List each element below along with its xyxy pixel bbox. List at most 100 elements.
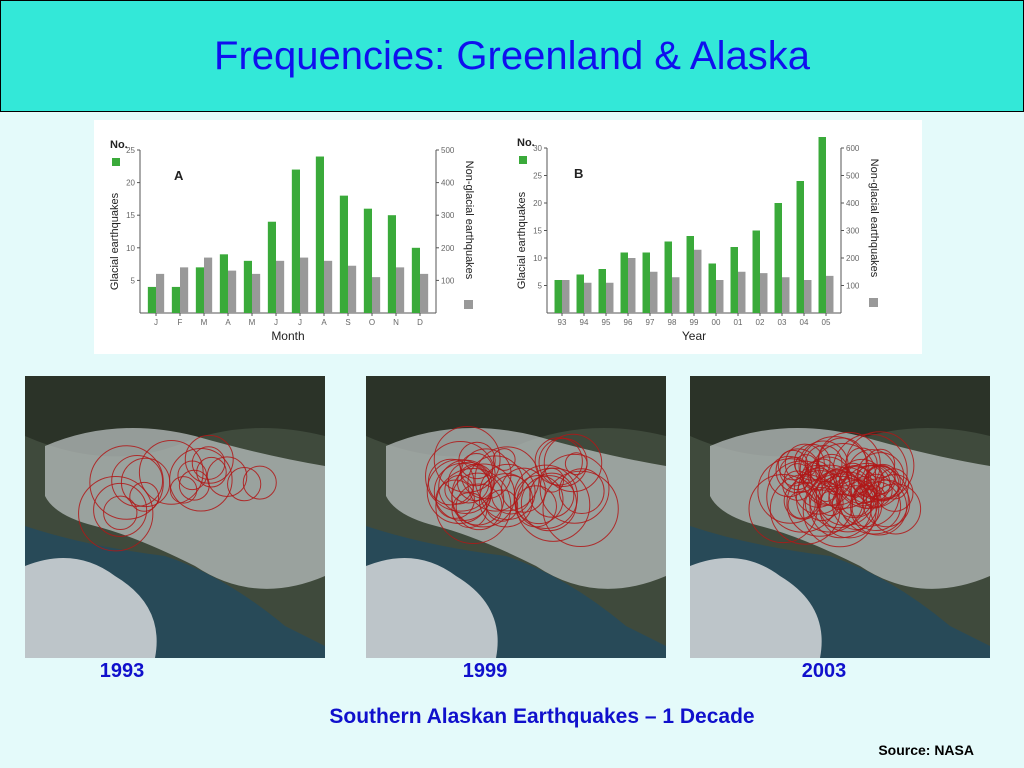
epicenter-circle bbox=[426, 459, 492, 524]
left-axis-title: Glacial earthquakes bbox=[516, 191, 528, 289]
epicenter-circle bbox=[111, 455, 164, 507]
x-tick-label: J bbox=[274, 318, 278, 327]
epicenter-circle bbox=[196, 456, 227, 488]
epicenter-circle bbox=[558, 468, 605, 515]
glacial-bar bbox=[774, 203, 782, 313]
right-tick-label: 500 bbox=[441, 146, 455, 155]
non-glacial-bar bbox=[300, 257, 309, 313]
epicenter-circle bbox=[543, 433, 603, 493]
epicenter-circle bbox=[538, 437, 588, 487]
epicenter-circle bbox=[817, 431, 881, 496]
x-tick-label: J bbox=[154, 318, 158, 327]
epicenter-circle bbox=[865, 464, 896, 495]
x-tick-label: S bbox=[345, 318, 350, 327]
epicenter-circle bbox=[797, 467, 839, 508]
non-glacial-legend-swatch bbox=[464, 300, 473, 309]
map-cloud bbox=[366, 558, 498, 658]
epicenter-circle bbox=[815, 466, 876, 526]
epicenter-circle bbox=[485, 489, 519, 522]
map-2003 bbox=[690, 376, 990, 658]
non-glacial-bar bbox=[156, 273, 165, 313]
glacial-bar bbox=[243, 260, 252, 313]
epicenter-circle bbox=[863, 463, 901, 501]
map-image-1999 bbox=[366, 376, 666, 658]
non-glacial-bar bbox=[804, 280, 812, 313]
epicenter-circle bbox=[242, 465, 277, 500]
epicenter-circle bbox=[839, 458, 885, 505]
glacial-bar bbox=[387, 215, 396, 313]
right-tick-label: 100 bbox=[846, 282, 860, 291]
epicenter-circle bbox=[838, 464, 909, 535]
non-glacial-bar bbox=[396, 267, 405, 313]
glacial-bar bbox=[291, 169, 300, 313]
epicenter-circle bbox=[828, 466, 881, 519]
non-glacial-legend-swatch bbox=[869, 298, 878, 307]
epicenter-circle bbox=[474, 446, 540, 512]
x-tick-label: 01 bbox=[734, 318, 743, 327]
epicenter-circle bbox=[777, 449, 809, 481]
non-glacial-bar bbox=[562, 280, 570, 313]
epicenter-circle bbox=[748, 473, 818, 544]
non-glacial-bar bbox=[420, 273, 429, 313]
epicenter-circle bbox=[539, 453, 610, 524]
right-axis-title: Non-glacial earthquakes bbox=[868, 159, 880, 278]
epicenter-circle bbox=[455, 483, 503, 531]
non-glacial-bar bbox=[782, 277, 790, 313]
epicenter-circle bbox=[492, 448, 516, 471]
non-glacial-bar bbox=[252, 273, 261, 313]
epicenter-circle bbox=[786, 470, 854, 537]
epicenter-circle bbox=[818, 490, 844, 517]
epicenter-circle bbox=[191, 446, 226, 480]
non-glacial-bar bbox=[204, 257, 213, 313]
non-glacial-bar bbox=[276, 260, 285, 313]
epicenter-circle bbox=[129, 481, 160, 512]
x-tick-label: 02 bbox=[756, 318, 765, 327]
glacial-bar bbox=[642, 252, 650, 313]
non-glacial-bar bbox=[672, 277, 680, 313]
glacial-bar bbox=[664, 241, 672, 313]
x-tick-label: N bbox=[393, 318, 399, 327]
non-glacial-bar bbox=[694, 249, 702, 313]
left-tick-label: 25 bbox=[126, 146, 135, 155]
epicenter-circle bbox=[479, 463, 536, 520]
glacial-bar bbox=[620, 252, 628, 313]
left-tick-label: 15 bbox=[533, 227, 542, 236]
x-tick-label: A bbox=[321, 318, 327, 327]
glacial-bar bbox=[752, 230, 760, 313]
slide-title: Frequencies: Greenland & Alaska bbox=[214, 33, 810, 78]
left-tick-label: 10 bbox=[533, 254, 542, 263]
glacial-bar bbox=[818, 137, 826, 313]
epicenter-circle bbox=[856, 452, 905, 500]
x-tick-label: 96 bbox=[624, 318, 633, 327]
glacial-legend-swatch bbox=[112, 158, 120, 166]
epicenter-circle bbox=[447, 461, 490, 504]
epicenter-circle bbox=[93, 482, 148, 537]
glacial-bar bbox=[147, 286, 156, 313]
map-1999 bbox=[366, 376, 666, 658]
x-tick-label: 05 bbox=[822, 318, 831, 327]
epicenter-circle bbox=[862, 479, 911, 528]
slide-caption: Southern Alaskan Earthquakes – 1 Decade bbox=[329, 705, 755, 728]
title-bar: Frequencies: Greenland & Alaska bbox=[0, 0, 1024, 112]
non-glacial-bar bbox=[228, 270, 237, 313]
right-axis-title: Non-glacial earthquakes bbox=[463, 161, 475, 280]
panel-letter: B bbox=[574, 166, 583, 181]
left-tick-label: 15 bbox=[126, 211, 135, 220]
non-glacial-bar bbox=[180, 267, 189, 313]
year-label-2003: 2003 bbox=[801, 660, 847, 682]
left-tick-label: 20 bbox=[126, 179, 135, 188]
left-tick-label: 20 bbox=[533, 199, 542, 208]
panel-letter: A bbox=[174, 168, 184, 183]
epicenter-circle bbox=[542, 470, 619, 548]
right-tick-label: 200 bbox=[846, 254, 860, 263]
epicenter-circle bbox=[875, 474, 914, 512]
epicenter-circle bbox=[787, 490, 816, 519]
right-tick-label: 400 bbox=[441, 179, 455, 188]
x-tick-label: 94 bbox=[580, 318, 589, 327]
glacial-bar bbox=[171, 286, 180, 313]
x-axis-title: Month bbox=[271, 329, 304, 343]
x-axis-title: Year bbox=[682, 329, 706, 343]
glacial-bar bbox=[411, 247, 420, 313]
x-tick-label: M bbox=[201, 318, 208, 327]
x-tick-label: O bbox=[369, 318, 375, 327]
